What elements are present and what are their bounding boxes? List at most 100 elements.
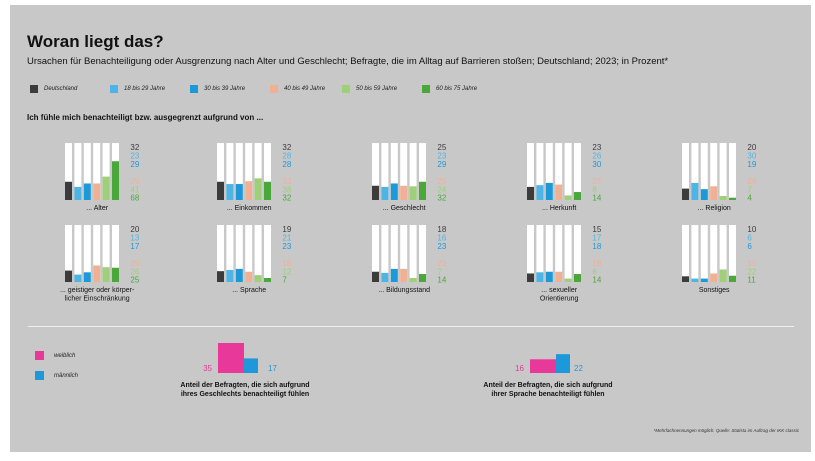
bar-background [245, 225, 253, 282]
bar [65, 270, 72, 282]
data-label: 15 [747, 259, 756, 268]
bar-background [372, 225, 379, 282]
data-label: 15 [592, 225, 601, 234]
legend-item-30-39: 30 bis 39 Jahre [190, 84, 245, 94]
bar-maennlich [556, 354, 570, 373]
bar [254, 178, 262, 200]
legend-item-60-75: 60 bis 75 Jahre [422, 84, 477, 94]
bar [93, 265, 101, 282]
data-label: 24 [747, 177, 756, 186]
bar [719, 196, 727, 200]
data-label: 27 [592, 177, 601, 186]
data-label: 38 [282, 185, 291, 194]
data-label: 29 [130, 160, 139, 169]
bar [527, 186, 534, 200]
page-title: Woran liegt das? [27, 32, 164, 51]
bar [682, 188, 689, 200]
bar-background [574, 143, 581, 200]
panel-label: ... Herkunft [542, 205, 576, 212]
bar [729, 197, 736, 200]
data-label: 7 [437, 267, 442, 276]
bar [555, 184, 563, 200]
bar-background [729, 225, 736, 282]
data-label: 14 [592, 276, 601, 285]
bar [245, 271, 253, 282]
bar [372, 185, 379, 200]
panel-label: ... Religion [698, 205, 731, 212]
bar [400, 185, 408, 200]
bar-background [527, 143, 534, 200]
panel-label: Sonstiges [699, 287, 730, 294]
bar-background [719, 143, 727, 200]
bar-background [65, 143, 72, 200]
bar [245, 181, 253, 200]
data-label: 28 [282, 152, 291, 161]
bar-background [545, 225, 553, 282]
panel-label: ... geistiger oder körper- [60, 287, 135, 294]
bar [372, 271, 379, 282]
legend-swatch-60-75 [422, 85, 430, 93]
bar-background [235, 143, 243, 200]
data-label: 12 [282, 267, 291, 276]
data-label: 28 [282, 160, 291, 169]
bar [564, 195, 572, 200]
bar [254, 275, 262, 282]
bar-background [245, 143, 253, 200]
bar [710, 186, 718, 200]
bar [555, 271, 563, 282]
bar-background [372, 143, 379, 200]
bar-background [419, 143, 426, 200]
bar-background [217, 143, 224, 200]
section-heading: Ich fühle mich benachteiligt bzw. ausgeg… [27, 113, 264, 122]
bar [83, 183, 91, 200]
data-label: 29 [437, 160, 446, 169]
gender-legend-weiblich: weiblich [35, 351, 75, 360]
bar-background [691, 225, 699, 282]
bar-weiblich [530, 359, 556, 373]
bar [574, 192, 581, 200]
data-label-weiblich: 35 [203, 364, 212, 373]
data-label: 7 [747, 185, 752, 194]
data-label: 26 [592, 152, 601, 161]
section-divider [28, 326, 794, 327]
legend-swatch-weiblich [35, 351, 44, 360]
panel-label: ... Einkommen [227, 205, 272, 212]
bar-background [93, 225, 101, 282]
panel-label: licher Einschränkung [65, 296, 130, 303]
bar-background [400, 143, 408, 200]
data-label: 23 [437, 242, 446, 251]
bar-background [409, 143, 417, 200]
bar [729, 275, 736, 282]
data-label: 21 [282, 234, 291, 243]
bar-background [264, 225, 271, 282]
bar-background [254, 143, 262, 200]
data-label: 18 [437, 225, 446, 234]
bar [65, 181, 72, 200]
bar [682, 276, 689, 282]
data-label: 14 [437, 276, 446, 285]
data-label: 20 [747, 143, 756, 152]
data-label: 7 [282, 276, 287, 285]
panel-label: ... Alter [86, 205, 108, 212]
legend-swatch-18-29 [110, 85, 118, 93]
bar [102, 267, 110, 282]
bar-background [102, 225, 110, 282]
bar [381, 186, 389, 200]
legend-item-40-49: 40 bis 49 Jahre [270, 84, 325, 94]
bar [536, 272, 544, 282]
data-label: 24 [437, 185, 446, 194]
legend-item-deutschland: Deutschland [30, 84, 77, 94]
data-label: 32 [282, 143, 291, 152]
bar-background [390, 143, 398, 200]
bar-background [381, 225, 389, 282]
data-label: 22 [747, 267, 756, 276]
bar-background [682, 225, 689, 282]
bar [235, 184, 243, 200]
bar-maennlich [244, 358, 258, 373]
data-label: 23 [437, 259, 446, 268]
bar [719, 269, 727, 282]
bar [419, 181, 426, 200]
bar [264, 278, 271, 282]
data-label: 23 [437, 152, 446, 161]
